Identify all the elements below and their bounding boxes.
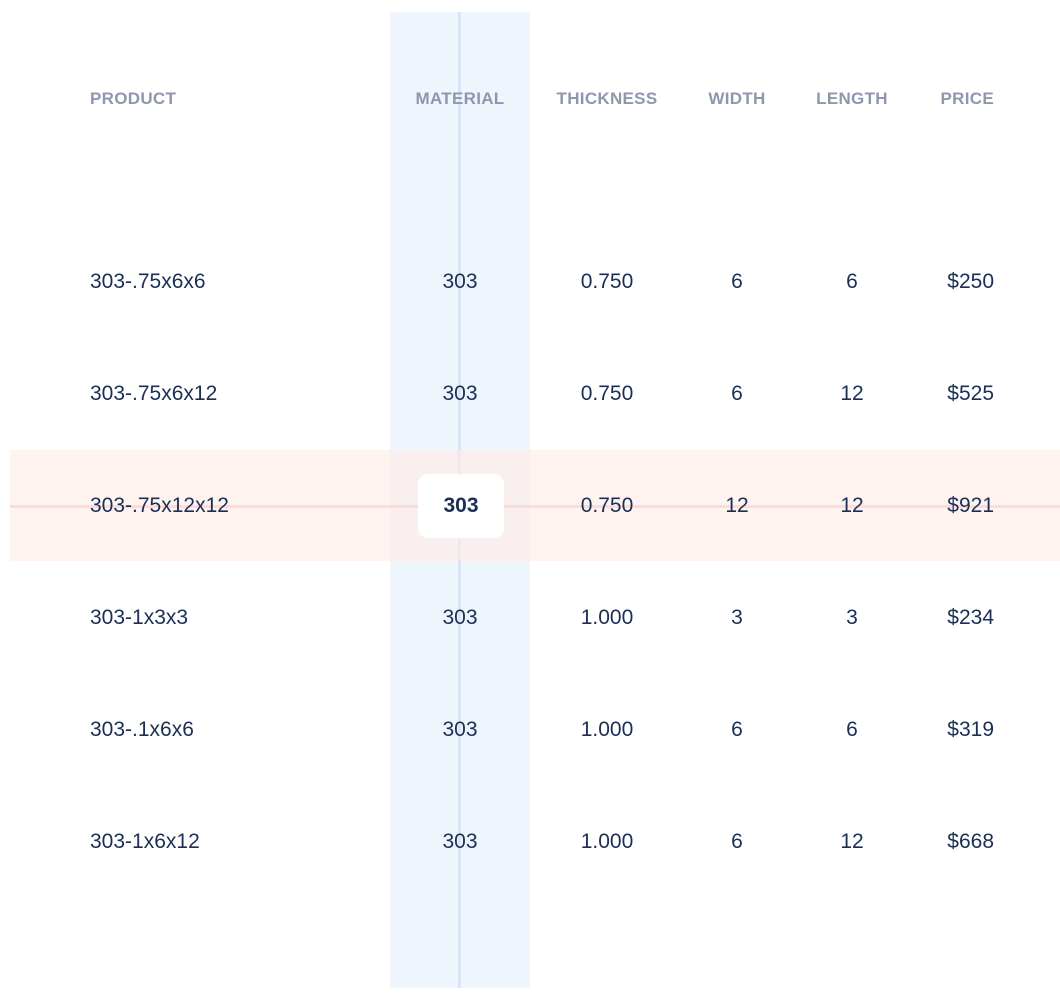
- column-header-product[interactable]: PRODUCT: [90, 89, 177, 108]
- table-cell-length[interactable]: 12: [840, 494, 864, 517]
- table-cell-product[interactable]: 303-1x3x3: [90, 606, 189, 629]
- table-cell-price[interactable]: $668: [947, 830, 994, 853]
- table-cell-price[interactable]: $250: [947, 270, 994, 293]
- table-cell-material[interactable]: 303: [442, 382, 478, 405]
- table-cell-thickness[interactable]: 1.000: [580, 606, 634, 629]
- table-cell-price[interactable]: $319: [947, 718, 994, 741]
- table-cell-length[interactable]: 12: [840, 830, 864, 853]
- focused-cell[interactable]: 303: [418, 474, 504, 538]
- table-cell-price[interactable]: $234: [947, 606, 994, 629]
- table-cell-price[interactable]: $921: [947, 494, 994, 517]
- row-crosshair-line: [10, 505, 1060, 508]
- table-cell-material[interactable]: 303: [442, 718, 478, 741]
- table-cell-width[interactable]: 6: [731, 718, 743, 741]
- table-cell-material[interactable]: 303: [442, 830, 478, 853]
- table-cell-thickness[interactable]: 1.000: [580, 830, 634, 853]
- table-cell-thickness[interactable]: 0.750: [580, 270, 634, 293]
- table-cell-thickness[interactable]: 0.750: [580, 494, 634, 517]
- column-header-material[interactable]: MATERIAL: [415, 89, 505, 108]
- table-cell-length[interactable]: 6: [846, 270, 858, 293]
- table-cell-material[interactable]: 303: [442, 270, 478, 293]
- table-cell-width[interactable]: 12: [725, 494, 749, 517]
- table-cell-width[interactable]: 6: [731, 382, 743, 405]
- table-cell-product[interactable]: 303-.75x12x12: [90, 494, 229, 517]
- table-cell-width[interactable]: 3: [731, 606, 743, 629]
- table-cell-length[interactable]: 12: [840, 382, 864, 405]
- table-cell-thickness[interactable]: 0.750: [580, 382, 634, 405]
- table-cell-length[interactable]: 3: [846, 606, 858, 629]
- table-cell-width[interactable]: 6: [731, 270, 743, 293]
- table-cell-product[interactable]: 303-1x6x12: [90, 830, 200, 853]
- table-cell-product[interactable]: 303-.75x6x12: [90, 382, 218, 405]
- column-header-width[interactable]: WIDTH: [708, 89, 766, 108]
- table-cell-length[interactable]: 6: [846, 718, 858, 741]
- table-cell-width[interactable]: 6: [731, 830, 743, 853]
- column-header-thickness[interactable]: THICKNESS: [556, 89, 658, 108]
- table-cell-thickness[interactable]: 1.000: [580, 718, 634, 741]
- column-header-price[interactable]: PRICE: [940, 89, 994, 108]
- table-cell-product[interactable]: 303-.75x6x6: [90, 270, 206, 293]
- table-cell-price[interactable]: $525: [947, 382, 994, 405]
- table-cell-material[interactable]: 303: [442, 606, 478, 629]
- table-cell-product[interactable]: 303-.1x6x6: [90, 718, 194, 741]
- column-header-length[interactable]: LENGTH: [816, 89, 888, 108]
